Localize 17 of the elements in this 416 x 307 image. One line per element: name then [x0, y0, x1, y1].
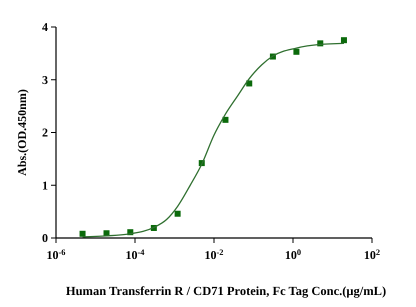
x-tick-label: 10$^{2}$ — [364, 248, 380, 262]
x-tick-label: 10$^{-4}$ — [126, 248, 146, 262]
x-tick-label: 10$^{-6}$ — [46, 248, 66, 262]
point — [340, 37, 347, 44]
x-tick-label: 10$^{-2}$ — [204, 248, 224, 262]
y-tick-label: 3 — [42, 72, 48, 87]
y-tick-label: 0 — [42, 231, 48, 245]
y-tick-label: 4 — [42, 20, 48, 34]
y-tick-label: 2 — [42, 126, 48, 140]
point — [174, 210, 181, 217]
y-axis-title: Abs.(OD.450nm) — [15, 89, 29, 176]
point — [293, 48, 300, 55]
x-tick-label: 10$^{0}$ — [284, 248, 302, 262]
x-axis-title: Human Transferrin R / CD71 Protein, Fc Tag Conc.(μg/mL) — [66, 284, 386, 298]
y-tick-label: 1 — [42, 178, 48, 192]
point — [222, 116, 228, 123]
point — [80, 230, 86, 237]
